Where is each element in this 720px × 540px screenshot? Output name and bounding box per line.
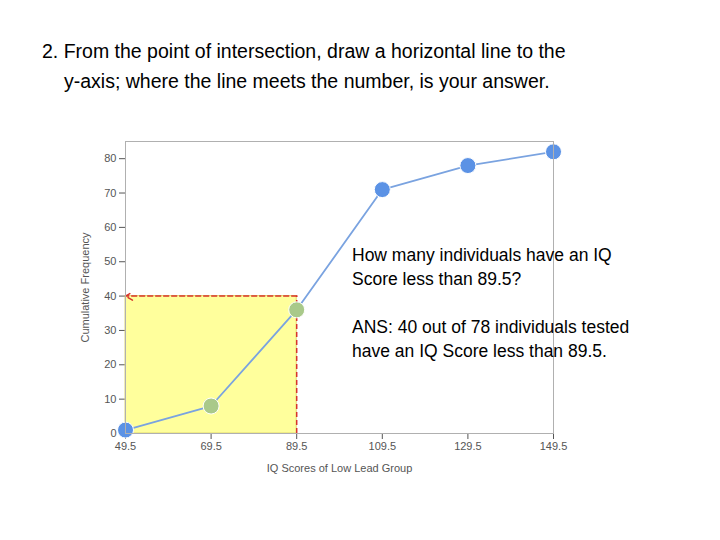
svg-text:129.5: 129.5 (454, 440, 482, 452)
svg-text:10: 10 (104, 393, 116, 405)
svg-text:50: 50 (104, 255, 116, 267)
html-text:Score less than 89.5?: Score less than 89.5? (352, 269, 522, 289)
svg-text:89.5: 89.5 (286, 440, 307, 452)
html-text:2. From the point of intersect: 2. From the point of intersection, draw … (42, 40, 566, 62)
svg-text:109.5: 109.5 (369, 440, 397, 452)
svg-text:49.5: 49.5 (115, 440, 136, 452)
svg-text:40: 40 (104, 290, 116, 302)
svg-text:20: 20 (104, 358, 116, 370)
svg-text:70: 70 (104, 187, 116, 199)
svg-text:0: 0 (110, 427, 116, 439)
svg-text:69.5: 69.5 (200, 440, 221, 452)
svg-text:80: 80 (104, 152, 116, 164)
svg-text:149.5: 149.5 (540, 440, 568, 452)
html-text:How many individuals have an I: How many individuals have an IQ (352, 245, 612, 265)
html-text:y-axis; where the line meets t: y-axis; where the line meets the number,… (64, 70, 550, 92)
svg-text:30: 30 (104, 324, 116, 336)
svg-text:60: 60 (104, 221, 116, 233)
svg-text:IQ Scores of Low Lead Group: IQ Scores of Low Lead Group (267, 462, 413, 474)
html-text:have an IQ Score less than 89.: have an IQ Score less than 89.5. (352, 341, 607, 361)
svg-text:Cumulative Frequency: Cumulative Frequency (79, 232, 91, 343)
html-text:ANS: 40 out of 78 individuals: ANS: 40 out of 78 individuals tested (352, 317, 630, 337)
